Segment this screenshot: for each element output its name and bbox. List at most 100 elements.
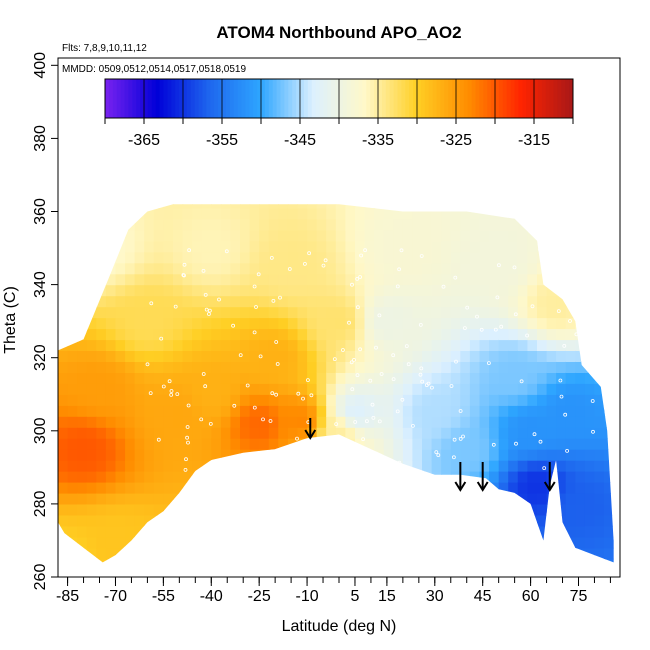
heatmap-cell bbox=[508, 295, 519, 308]
heatmap-cell bbox=[201, 295, 212, 308]
heatmap-cell bbox=[402, 350, 414, 362]
heatmap-cell bbox=[546, 295, 557, 308]
heatmap-cell bbox=[422, 218, 433, 231]
heatmap-cell bbox=[469, 460, 481, 472]
heatmap-cell bbox=[479, 295, 490, 308]
heatmap-cell bbox=[469, 273, 481, 286]
heatmap-cell bbox=[508, 558, 519, 563]
heatmap-cell bbox=[565, 273, 576, 286]
heatmap-cell bbox=[584, 218, 596, 231]
heatmap-cell bbox=[326, 240, 337, 253]
heatmap-cell bbox=[201, 536, 212, 549]
arrow-head bbox=[476, 481, 489, 492]
heatmap-cell bbox=[431, 328, 442, 341]
heatmap-cell bbox=[489, 394, 500, 406]
heatmap-cell bbox=[297, 317, 308, 330]
heatmap-cell bbox=[220, 350, 232, 362]
heatmap-cell bbox=[479, 405, 490, 417]
sample-point bbox=[532, 432, 537, 437]
heatmap-cell bbox=[604, 306, 614, 319]
heatmap-cell bbox=[58, 514, 69, 527]
heatmap-cell bbox=[335, 204, 346, 209]
heatmap-cell bbox=[58, 240, 69, 253]
heatmap-cell bbox=[86, 251, 97, 264]
heatmap-cell bbox=[77, 438, 88, 450]
heatmap-cell bbox=[383, 449, 394, 461]
arrow-head bbox=[304, 429, 317, 440]
heatmap-cell bbox=[134, 350, 145, 362]
heatmap-cell bbox=[614, 526, 624, 538]
heatmap-cell bbox=[201, 317, 212, 330]
heatmap-cell bbox=[479, 525, 490, 538]
heatmap-cell bbox=[240, 262, 251, 275]
heatmap-cell bbox=[422, 503, 433, 516]
heatmap-cell bbox=[115, 295, 126, 308]
heatmap-cell bbox=[460, 262, 471, 275]
heatmap-cell bbox=[537, 449, 548, 461]
heatmap-cell bbox=[86, 383, 97, 395]
heatmap-cell bbox=[402, 394, 414, 406]
colorbar-segment bbox=[381, 79, 387, 118]
heatmap-cell bbox=[393, 427, 404, 439]
colorbar-segment bbox=[534, 79, 539, 118]
colorbar-segment bbox=[257, 79, 262, 118]
heatmap-cell bbox=[469, 536, 481, 549]
heatmap-cell bbox=[278, 383, 289, 395]
heatmap-cell bbox=[479, 339, 490, 351]
heatmap-cell bbox=[594, 350, 605, 362]
heatmap-cell bbox=[565, 262, 576, 275]
heatmap-cell bbox=[508, 405, 519, 417]
heatmap-cell bbox=[383, 339, 394, 351]
heatmap-cell bbox=[614, 230, 624, 242]
heatmap-cell bbox=[584, 350, 596, 362]
heatmap-cell bbox=[220, 514, 232, 527]
heatmap-cell bbox=[316, 525, 327, 538]
heatmap-cell bbox=[460, 460, 471, 472]
heatmap-cell bbox=[584, 361, 596, 373]
heatmap-cell bbox=[575, 449, 586, 461]
arrow-marker bbox=[454, 462, 467, 492]
heatmap-cell bbox=[125, 427, 136, 439]
heatmap-cell bbox=[144, 503, 155, 516]
sample-point bbox=[175, 392, 180, 397]
heatmap-cell bbox=[604, 207, 614, 220]
sample-point bbox=[340, 348, 345, 352]
heatmap-cell bbox=[77, 207, 88, 220]
heatmap-cell bbox=[374, 383, 385, 395]
heatmap-cell bbox=[163, 262, 174, 275]
heatmap-cell bbox=[316, 416, 327, 428]
heatmap-cell bbox=[517, 427, 528, 439]
heatmap-cell bbox=[556, 427, 567, 439]
heatmap-cell bbox=[441, 383, 452, 395]
heatmap-cell bbox=[508, 536, 519, 549]
heatmap-cell bbox=[297, 427, 308, 439]
heatmap-cell bbox=[604, 339, 614, 351]
heatmap-cell bbox=[153, 525, 164, 538]
heatmap-cell bbox=[498, 394, 509, 406]
heatmap-cell bbox=[584, 207, 596, 220]
heatmap-cell bbox=[546, 492, 557, 505]
heatmap-cell bbox=[163, 339, 174, 351]
heatmap-cell bbox=[134, 204, 145, 209]
heatmap-cell bbox=[287, 372, 299, 384]
heatmap-cell bbox=[422, 460, 433, 472]
heatmap-cell bbox=[105, 295, 117, 308]
heatmap-cell bbox=[364, 262, 375, 275]
heatmap-cell bbox=[192, 317, 203, 330]
heatmap-cell bbox=[584, 427, 596, 439]
heatmap-cell bbox=[450, 372, 461, 384]
heatmap-cell bbox=[556, 339, 567, 351]
heatmap-cell bbox=[508, 229, 519, 242]
heatmap-cell bbox=[469, 547, 481, 560]
heatmap-cell bbox=[441, 438, 452, 450]
heatmap-cell bbox=[125, 284, 136, 297]
heatmap-cell bbox=[201, 207, 212, 220]
heatmap-cell bbox=[326, 405, 337, 417]
heatmap-cell bbox=[517, 262, 528, 275]
heatmap-cell bbox=[383, 416, 394, 428]
heatmap-cell bbox=[77, 204, 88, 209]
heatmap-cell bbox=[383, 514, 394, 527]
heatmap-cell bbox=[584, 449, 596, 461]
sample-point bbox=[558, 378, 563, 383]
sample-point bbox=[252, 330, 257, 335]
